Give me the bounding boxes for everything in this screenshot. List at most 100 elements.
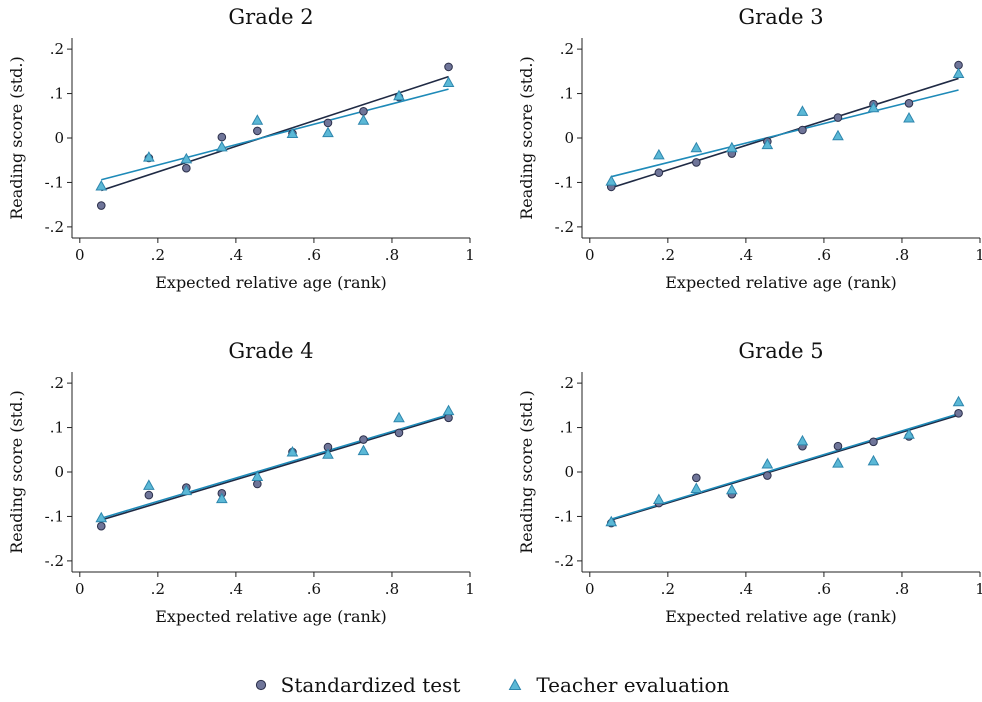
- point-std: [798, 125, 807, 135]
- y-tick-label: -.1: [45, 173, 64, 191]
- point-teacher: [832, 129, 844, 141]
- y-tick-label: 0: [54, 463, 64, 481]
- point-std: [692, 473, 701, 483]
- panel-3: Grade 4 -.2 -.1 0 .1 .2 0 .2 .4 .6 .8 1 Expected rel…: [7, 339, 475, 626]
- x-tick-label: .2: [151, 246, 165, 264]
- point-teacher: [143, 479, 155, 490]
- x-tick-label: .2: [151, 580, 165, 598]
- point-teacher: [442, 76, 455, 87]
- x-tick-label: .4: [739, 580, 753, 598]
- y-axis-label: Reading score (std.): [517, 390, 536, 554]
- point-std: [359, 435, 368, 444]
- charts-svg: Grade 2 -.2 -.1 0 .1 .2 0 .2 .4 .6 .8 1 Expected rel…: [7, 5, 982, 626]
- legend: Standardized test Teacher evaluation: [0, 668, 982, 702]
- fit-line-std: [611, 414, 959, 521]
- point-teacher: [761, 457, 774, 469]
- x-tick-label: .8: [895, 246, 909, 264]
- y-tick-label: -.2: [555, 552, 574, 570]
- x-tick-label: .8: [895, 580, 909, 598]
- y-tick-label: .1: [50, 85, 64, 103]
- x-tick-label: 0: [75, 246, 85, 264]
- point-teacher: [690, 482, 703, 493]
- y-tick-label: 0: [564, 129, 574, 147]
- point-teacher: [903, 428, 915, 439]
- point-teacher: [832, 457, 844, 468]
- panel-1: Grade 2 -.2 -.1 0 .1 .2 0 .2 .4 .6 .8 1 Expected rel…: [7, 5, 475, 292]
- point-std: [763, 471, 772, 480]
- point-teacher: [286, 127, 299, 139]
- point-std: [253, 479, 262, 489]
- legend-item-standardized-test: Standardized test: [253, 673, 461, 697]
- fit-line-teacher: [611, 413, 959, 520]
- y-tick-label: -.1: [45, 507, 64, 525]
- point-teacher: [357, 114, 370, 125]
- point-teacher: [95, 511, 108, 523]
- x-axis-label: Expected relative age (rank): [665, 607, 897, 626]
- point-teacher: [605, 515, 618, 527]
- x-tick-label: 1: [465, 580, 475, 598]
- x-tick-label: .6: [817, 246, 831, 264]
- point-teacher: [653, 493, 665, 505]
- point-std: [654, 168, 664, 177]
- x-tick-label: .2: [661, 580, 675, 598]
- x-tick-label: 0: [585, 580, 595, 598]
- point-std: [869, 437, 878, 447]
- legend-item-teacher-evaluation: Teacher evaluation: [506, 673, 729, 697]
- point-teacher: [605, 175, 618, 186]
- point-std: [323, 118, 333, 128]
- point-teacher: [952, 67, 965, 79]
- point-teacher: [143, 151, 155, 162]
- y-tick-label: .2: [50, 40, 64, 58]
- x-tick-label: .6: [307, 580, 321, 598]
- point-std: [144, 490, 154, 500]
- point-teacher: [867, 101, 880, 113]
- panel-title: Grade 5: [738, 339, 823, 363]
- panel-title: Grade 2: [228, 5, 313, 29]
- legend-label-standardized-test: Standardized test: [280, 673, 461, 697]
- point-std: [96, 201, 106, 210]
- point-teacher: [215, 492, 228, 504]
- point-std: [833, 441, 843, 451]
- panel-title: Grade 3: [738, 5, 823, 29]
- fit-line-std: [101, 75, 449, 192]
- point-teacher: [690, 141, 703, 153]
- point-teacher: [95, 179, 108, 191]
- y-axis-label: Reading score (std.): [7, 390, 26, 554]
- y-tick-label: 0: [54, 129, 64, 147]
- point-std: [182, 163, 191, 173]
- x-axis-label: Expected relative age (rank): [155, 607, 387, 626]
- fit-line-teacher: [101, 413, 449, 519]
- point-teacher: [322, 126, 334, 138]
- fit-line-teacher: [101, 88, 449, 181]
- point-teacher: [796, 434, 809, 446]
- x-axis-label: Expected relative age (rank): [155, 273, 387, 292]
- point-teacher: [286, 445, 299, 457]
- y-axis-label: Reading score (std.): [517, 56, 536, 220]
- point-teacher: [215, 140, 228, 152]
- x-tick-label: .2: [661, 246, 675, 264]
- x-tick-label: .4: [229, 246, 243, 264]
- point-teacher: [867, 454, 880, 466]
- y-tick-label: -.1: [555, 173, 574, 191]
- point-std: [217, 132, 227, 142]
- fit-line-teacher: [611, 89, 959, 178]
- point-teacher: [357, 444, 370, 456]
- panel-title: Grade 4: [228, 339, 313, 363]
- x-tick-label: .8: [385, 580, 399, 598]
- x-axis-label: Expected relative age (rank): [665, 273, 897, 292]
- y-tick-label: -.2: [555, 218, 574, 236]
- point-teacher: [725, 141, 738, 153]
- panel-2: Grade 3 -.2 -.1 0 .1 .2 0 .2 .4 .6 .8 1 Expected rel…: [517, 5, 982, 292]
- point-teacher: [796, 105, 809, 116]
- legend-circle-marker: [255, 679, 266, 691]
- y-tick-label: .2: [50, 374, 64, 392]
- point-teacher: [952, 395, 965, 407]
- point-teacher: [761, 138, 774, 150]
- point-teacher: [725, 483, 738, 495]
- point-teacher: [393, 89, 405, 101]
- x-tick-label: .4: [229, 580, 243, 598]
- y-tick-label: .2: [560, 40, 574, 58]
- y-tick-label: .1: [560, 419, 574, 437]
- y-axis-label: Reading score (std.): [7, 56, 26, 220]
